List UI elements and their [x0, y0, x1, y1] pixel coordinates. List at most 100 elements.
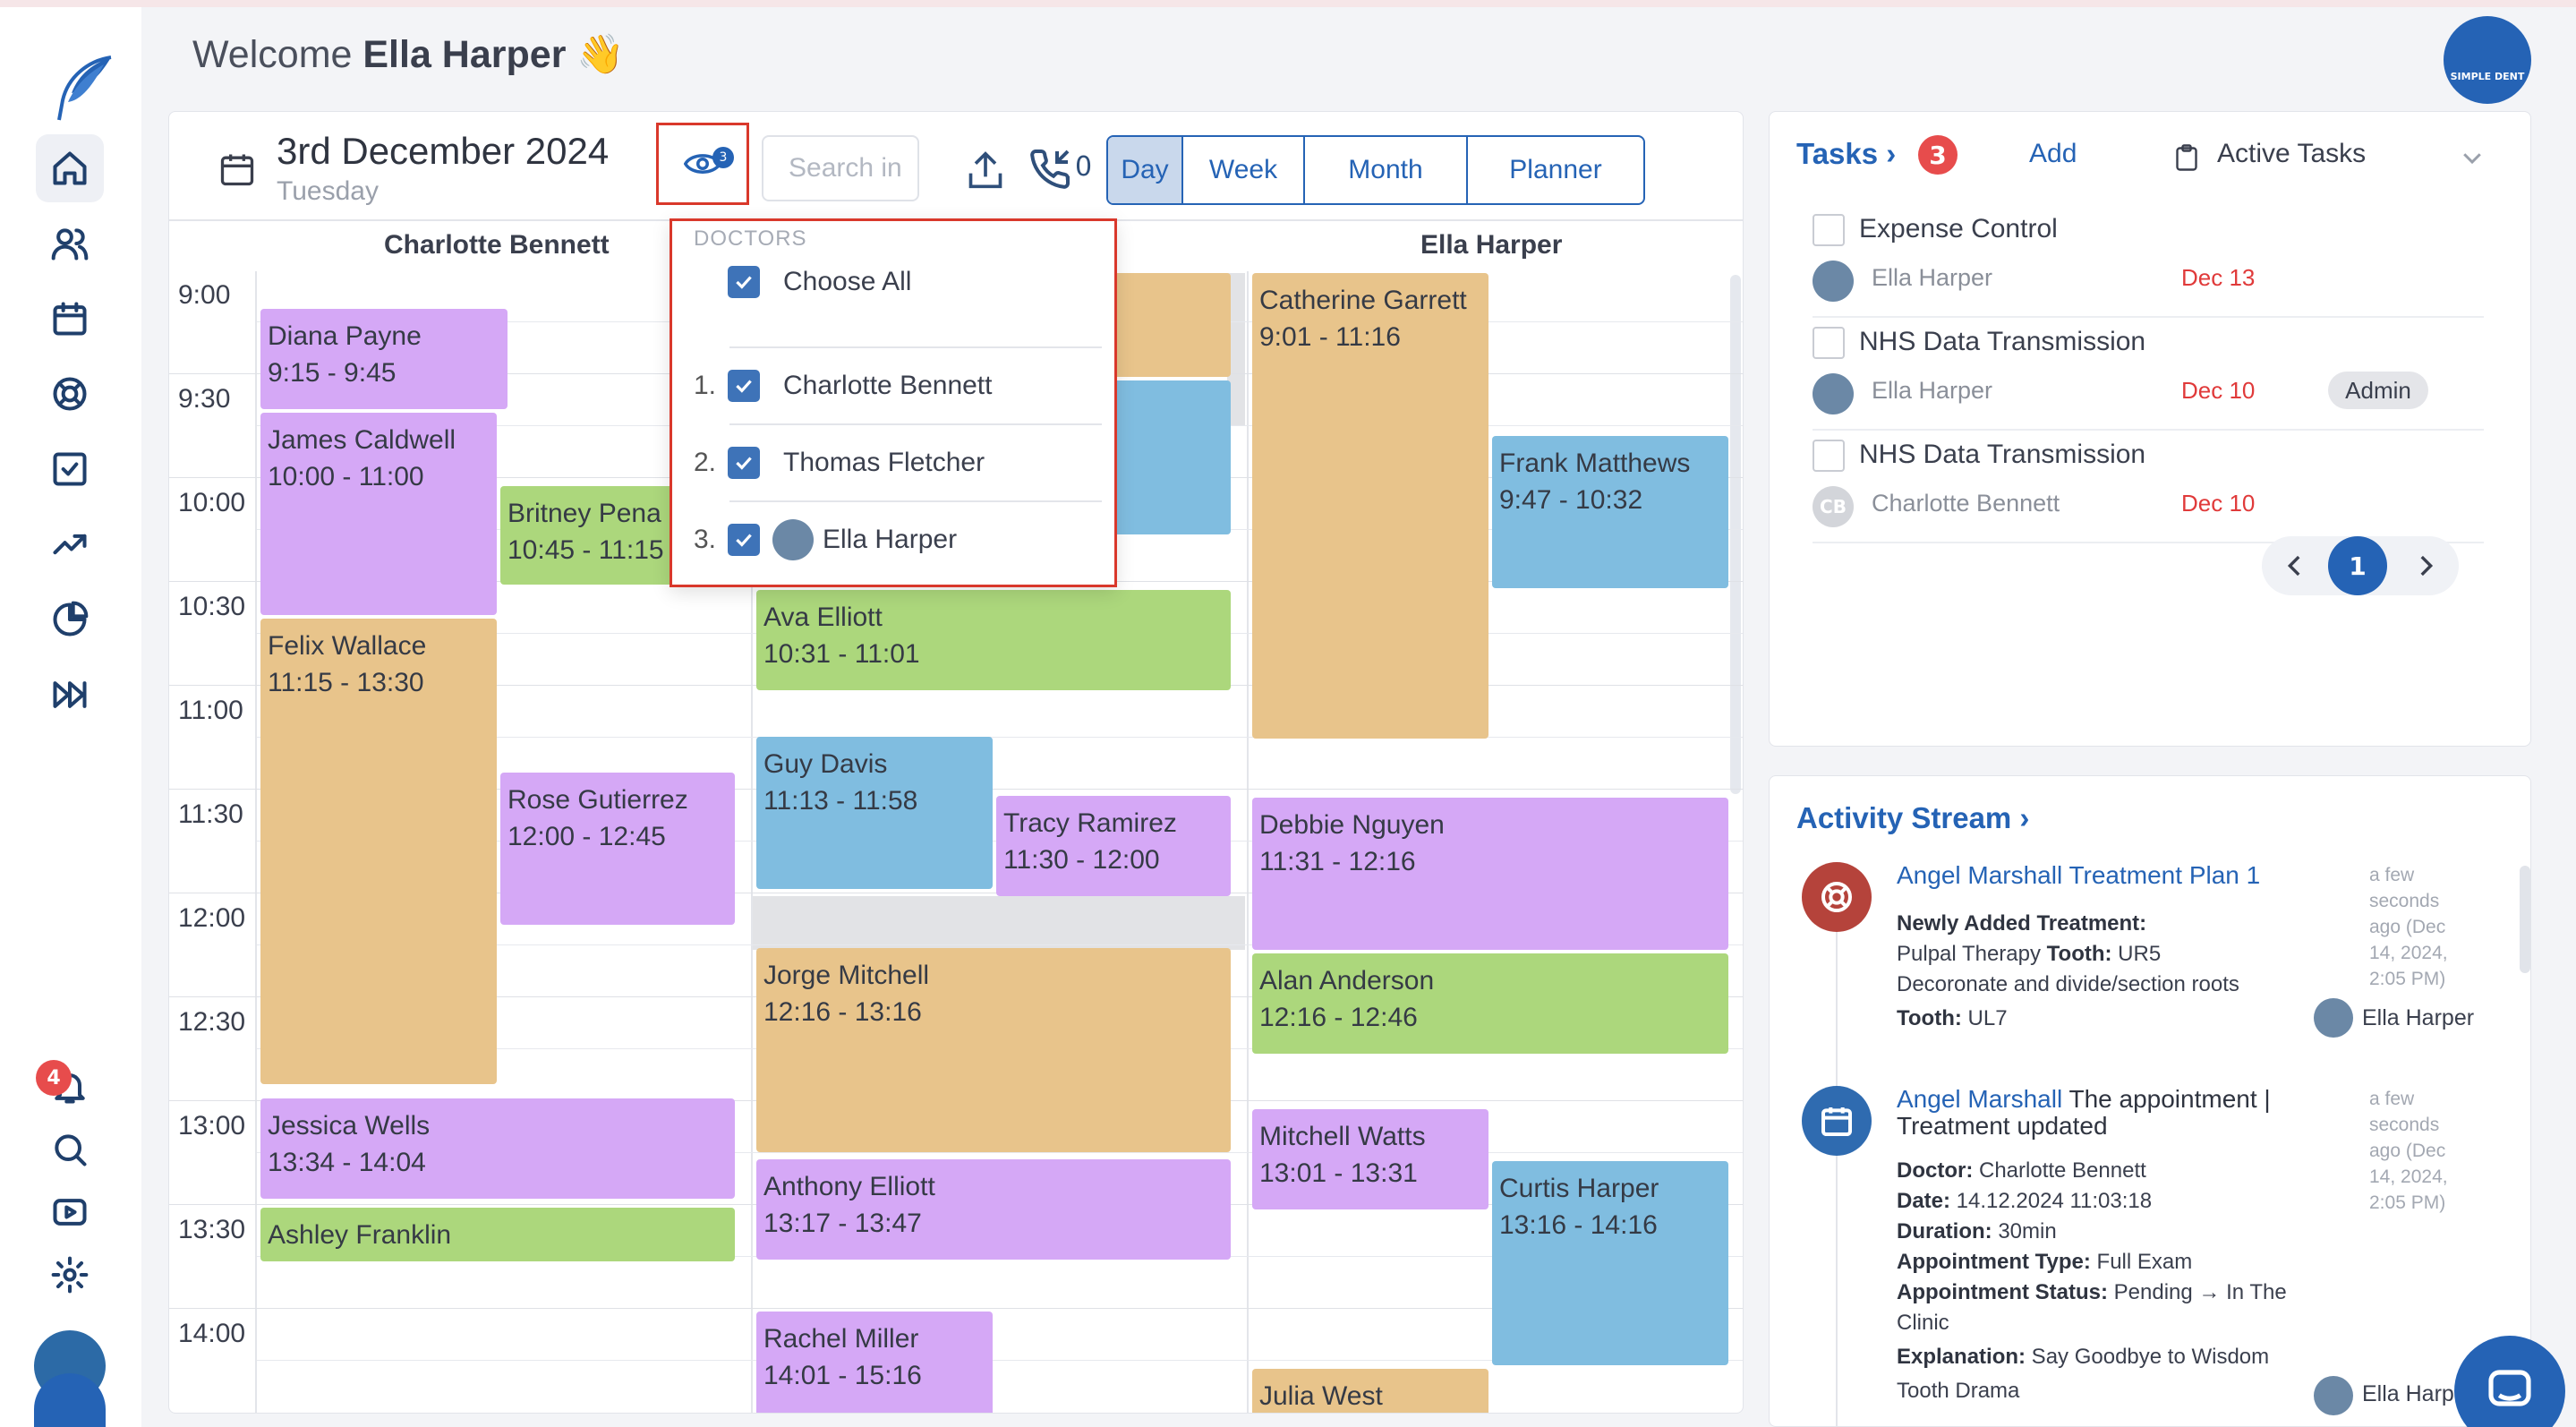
grid-line	[257, 1152, 1743, 1153]
brand-badge[interactable]: SIMPLE DENT	[2444, 16, 2531, 104]
doctor-option[interactable]: 1. Charlotte Bennett	[694, 350, 1102, 422]
column-header-doctor-1: Charlotte Bennett	[384, 230, 610, 260]
activity-detail: Newly Added Treatment:	[1897, 911, 2147, 936]
calendar-icon	[1802, 1086, 1872, 1156]
appointment-card[interactable]: Jorge Mitchell 12:16 - 13:16	[756, 948, 1231, 1152]
activity-detail: Appointment Status: Pending → In The	[1897, 1280, 2287, 1304]
doctor-option[interactable]: 2. Thomas Fletcher	[694, 427, 1102, 499]
task-item[interactable]: NHS Data Transmission CB Charlotte Benne…	[1813, 431, 2484, 543]
calendar-scrollbar[interactable]	[1730, 275, 1741, 794]
fast-forward-icon[interactable]	[36, 661, 104, 729]
time-label: 9:00	[178, 280, 231, 310]
appointment-card[interactable]: Ashley Franklin	[260, 1208, 735, 1261]
appointment-card[interactable]: Curtis Harper 13:16 - 14:16	[1492, 1161, 1728, 1365]
task-title[interactable]: NHS Data Transmission	[1859, 327, 2146, 356]
search-icon[interactable]	[36, 1115, 104, 1183]
tasks-filter-select[interactable]: Active Tasks	[2217, 139, 2367, 168]
appointment-card[interactable]: Rose Gutierrez 12:00 - 12:45	[500, 773, 735, 925]
phone-incoming-icon[interactable]	[1028, 148, 1071, 191]
view-planner-button[interactable]: Planner	[1509, 155, 1602, 184]
view-switcher: Day Week Month Planner	[1106, 135, 1645, 205]
appointment-card[interactable]: Tracy Ramirez 11:30 - 12:00	[996, 796, 1231, 896]
activity-scrollbar[interactable]	[2520, 866, 2530, 973]
option-label: Choose All	[783, 267, 912, 296]
appointment-card[interactable]: Felix Wallace 11:15 - 13:30	[260, 619, 497, 1084]
chat-button[interactable]	[2454, 1336, 2565, 1427]
checkbox-checked-icon[interactable]	[728, 370, 760, 402]
doctor-option[interactable]: 3. Ella Harper	[694, 504, 1102, 576]
appointment-card[interactable]: Anthony Elliott 13:17 - 13:47	[756, 1159, 1231, 1260]
appointment-card[interactable]: Mitchell Watts 13:01 - 13:31	[1252, 1109, 1488, 1209]
brand-logo-icon	[34, 1373, 106, 1427]
doctor-visibility-button[interactable]: 3	[656, 123, 749, 205]
calendar-icon[interactable]	[36, 285, 104, 353]
task-due-date: Dec 10	[2181, 377, 2256, 404]
appointment-card[interactable]: James Caldwell 10:00 - 11:00	[260, 413, 497, 615]
chevron-left-icon[interactable]	[2280, 551, 2310, 581]
chevron-down-icon[interactable]	[2459, 144, 2486, 171]
avatar	[1813, 261, 1854, 302]
task-checkbox[interactable]	[1813, 327, 1845, 359]
upload-icon[interactable]	[966, 148, 1005, 192]
time-label: 11:00	[178, 696, 243, 725]
users-icon[interactable]	[36, 209, 104, 278]
home-icon[interactable]	[36, 134, 104, 202]
avatar	[772, 519, 814, 560]
avatar	[2314, 998, 2353, 1038]
view-week-button[interactable]: Week	[1183, 137, 1305, 203]
checkbox-icon[interactable]	[36, 435, 104, 503]
activity-entry-title[interactable]: Angel Marshall Treatment Plan 1	[1897, 861, 2261, 889]
appointment-card[interactable]: Diana Payne 9:15 - 9:45	[260, 309, 508, 409]
time-label: 11:30	[178, 799, 243, 829]
tasks-title-link[interactable]: Tasks ›	[1796, 137, 1897, 170]
appointment-card[interactable]: Julia West	[1252, 1369, 1488, 1413]
add-task-button[interactable]: Add	[2029, 139, 2077, 168]
checkbox-checked-icon[interactable]	[728, 266, 760, 298]
trend-icon[interactable]	[36, 510, 104, 578]
task-due-date: Dec 13	[2181, 264, 2256, 291]
current-page-button[interactable]: 1	[2328, 536, 2387, 595]
video-icon[interactable]	[36, 1178, 104, 1246]
appointment-card[interactable]: Guy Davis 11:13 - 11:58	[756, 737, 993, 889]
grid-line	[257, 1360, 1743, 1361]
checkbox-checked-icon[interactable]	[728, 524, 760, 556]
pie-chart-icon[interactable]	[36, 585, 104, 654]
appointment-card[interactable]: Rachel Miller 14:01 - 15:16	[756, 1312, 993, 1413]
lifebuoy-icon[interactable]	[36, 360, 104, 428]
appointment-card[interactable]: Jessica Wells 13:34 - 14:04	[260, 1098, 735, 1199]
task-title[interactable]: Expense Control	[1859, 214, 2058, 244]
activity-detail: Tooth: UL7	[1897, 1006, 2008, 1030]
checkbox-checked-icon[interactable]	[728, 447, 760, 479]
activity-detail: Pulpal Therapy Tooth: UR5	[1897, 942, 2162, 966]
appointment-card[interactable]: Alan Anderson 12:16 - 12:46	[1252, 953, 1728, 1054]
tasks-count-badge: 3	[1918, 135, 1958, 175]
activity-entry-title[interactable]: Angel Marshall The appointment | Treatmen…	[1897, 1085, 2271, 1140]
view-day-button[interactable]: Day	[1108, 137, 1183, 203]
blocked-slot	[1227, 273, 1245, 425]
view-month-button[interactable]: Month	[1305, 137, 1468, 203]
appointment-card[interactable]: Catherine Garrett 9:01 - 11:16	[1252, 273, 1488, 739]
task-checkbox[interactable]	[1813, 214, 1845, 246]
activity-detail: Tooth Drama	[1897, 1379, 2020, 1403]
option-number: 3.	[694, 525, 717, 554]
chevron-right-icon[interactable]	[2410, 551, 2441, 581]
task-user: Ella Harper	[1872, 264, 1993, 291]
choose-all-option[interactable]: Choose All	[694, 246, 1102, 318]
appointment-card[interactable]: Frank Matthews 9:47 - 10:32	[1492, 436, 1728, 588]
search-input[interactable]: Search in	[762, 135, 919, 201]
task-item[interactable]: NHS Data Transmission Ella Harper Dec 10…	[1813, 318, 2484, 431]
activity-detail: Date: 14.12.2024 11:03:18	[1897, 1189, 2153, 1213]
feather-logo-icon[interactable]	[52, 54, 118, 124]
appointment-card[interactable]: Debbie Nguyen 11:31 - 12:16	[1252, 798, 1728, 950]
calendar-date[interactable]: 3rd December 2024	[277, 130, 610, 172]
task-checkbox[interactable]	[1813, 440, 1845, 472]
calendar-icon[interactable]	[218, 150, 257, 189]
task-title[interactable]: NHS Data Transmission	[1859, 440, 2146, 469]
time-label: 13:30	[178, 1215, 246, 1244]
activity-title-link[interactable]: Activity Stream ›	[1796, 801, 2030, 834]
appointment-card[interactable]: Ava Elliott 10:31 - 11:01	[756, 590, 1231, 690]
task-tag-badge: Admin	[2328, 372, 2428, 409]
column-divider	[751, 271, 753, 1413]
task-item[interactable]: Expense Control Ella Harper Dec 13	[1813, 205, 2484, 318]
gear-icon[interactable]	[36, 1241, 104, 1309]
